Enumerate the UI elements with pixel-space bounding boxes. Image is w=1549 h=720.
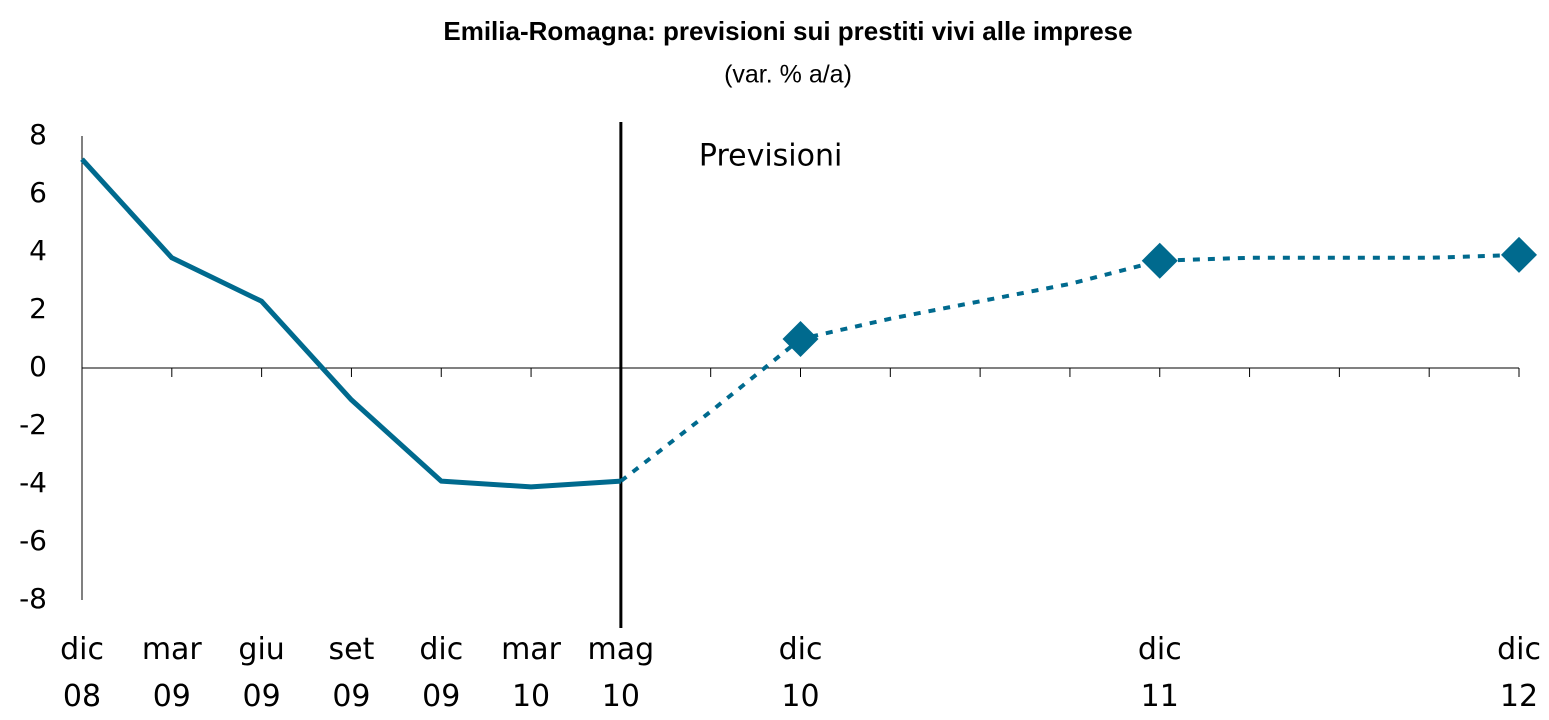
- x-tick-label: dic 08: [60, 632, 104, 714]
- y-tick-label: 2: [29, 292, 47, 325]
- y-tick-label: 0: [29, 350, 47, 383]
- y-tick-label: -8: [19, 582, 47, 615]
- x-tick-label: set 09: [328, 632, 375, 714]
- marker: [782, 321, 819, 357]
- y-tick-label: 6: [29, 176, 47, 209]
- x-tick-label: dic 11: [1137, 632, 1182, 714]
- x-tick-label: dic 09: [419, 632, 464, 714]
- y-tick-label: -6: [19, 524, 47, 557]
- x-tick-label: dic 12: [1497, 632, 1541, 714]
- marker: [1501, 236, 1537, 273]
- y-tick-label: -2: [19, 408, 47, 441]
- x-tick-label: mag 10: [587, 632, 655, 714]
- y-tick-label: 8: [29, 118, 47, 151]
- chart-subtitle: (var. % a/a): [724, 61, 852, 89]
- annotation: Previsioni: [699, 139, 842, 174]
- x-tick-label: mar 09: [141, 632, 202, 714]
- y-tick-label: -4: [19, 466, 47, 499]
- x-tick-label: mar 10: [501, 632, 562, 714]
- x-tick-label: dic 10: [778, 632, 823, 714]
- chart-title: Emilia-Romagna: previsioni sui prestiti …: [443, 16, 1132, 46]
- marker: [1141, 242, 1178, 279]
- x-tick-label: giu 09: [238, 632, 285, 714]
- y-tick-label: 4: [29, 234, 47, 267]
- series-line: [80, 157, 622, 490]
